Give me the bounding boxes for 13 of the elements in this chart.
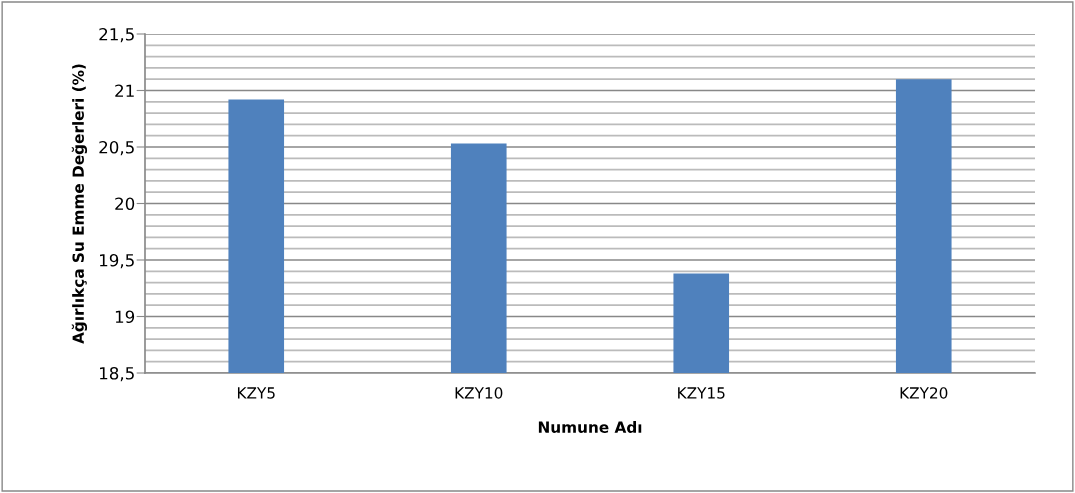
x-tick-label: KZY10 bbox=[455, 387, 503, 399]
y-tick-label: 19,5 bbox=[100, 253, 134, 269]
x-tick-label: KZY5 bbox=[237, 387, 275, 399]
x-axis-title: Numune Adı bbox=[538, 421, 642, 433]
y-tick-label: 20 bbox=[115, 197, 135, 211]
y-tick-label: 19 bbox=[115, 310, 135, 324]
y-tick-label: 18,5 bbox=[100, 366, 134, 382]
x-tick-label: KZY15 bbox=[678, 387, 725, 399]
x-tick-label: KZY20 bbox=[900, 387, 948, 399]
y-tick-label: 21,5 bbox=[99, 27, 134, 43]
y-tick-label: 21 bbox=[115, 84, 134, 97]
y-axis-title: Ağırlıkça Su Emme Değerleri (%) bbox=[71, 64, 88, 344]
y-tick-label: 20,5 bbox=[99, 140, 134, 156]
